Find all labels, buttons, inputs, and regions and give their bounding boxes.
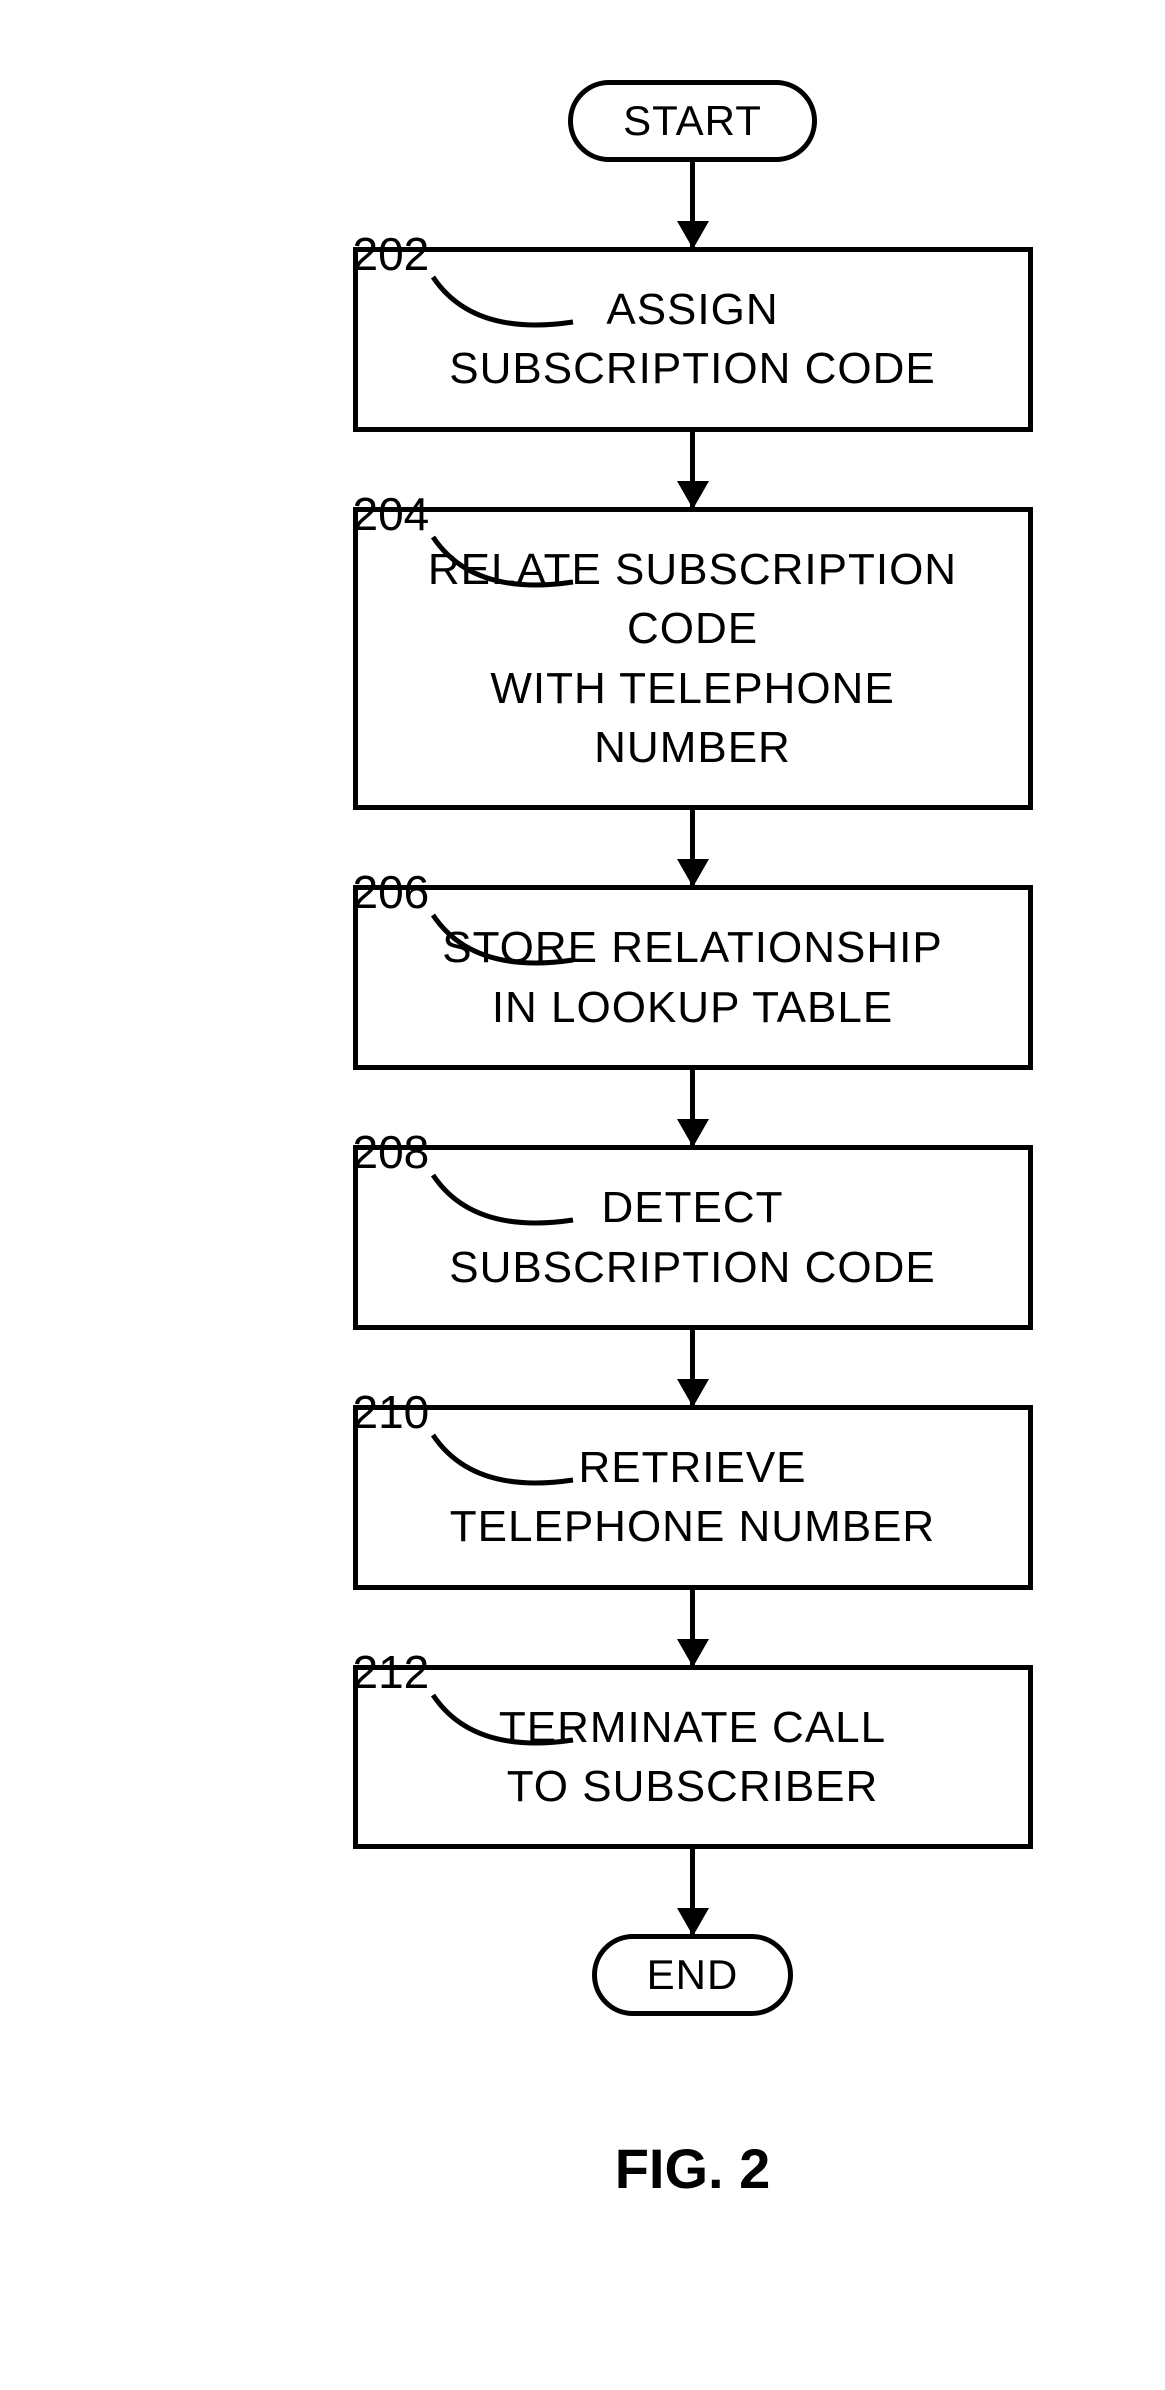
process-text-line1: RETRIEVE: [578, 1443, 806, 1492]
process-text-line1: ASSIGN: [606, 285, 778, 334]
reference-curve-icon: [423, 267, 583, 357]
arrow-head-icon: [677, 1379, 709, 1407]
reference-number: 212: [353, 1645, 430, 1699]
reference-curve-icon: [423, 527, 583, 617]
reference-curve-icon: [423, 1685, 583, 1775]
process-text-line2: WITH TELEPHONE NUMBER: [490, 664, 894, 772]
arrow-connector: [690, 1590, 695, 1665]
arrow-head-icon: [677, 1639, 709, 1667]
end-terminal-wrapper: END: [592, 1934, 794, 2016]
reference-number: 202: [353, 227, 430, 281]
arrow-connector: [690, 810, 695, 885]
reference-number: 208: [353, 1125, 430, 1179]
process-text-line1: DETECT: [602, 1183, 784, 1232]
arrow-head-icon: [677, 1908, 709, 1936]
flowchart-column: START 202 ASSIGN SUBSCRIPTION CODE 204: [353, 80, 1033, 2016]
flowchart-node-row: 208 DETECT SUBSCRIPTION CODE: [353, 1145, 1033, 1330]
flowchart-node-row: 204 RELATE SUBSCRIPTION CODE WITH TELEPH…: [353, 507, 1033, 811]
flowchart-node-row: 210 RETRIEVE TELEPHONE NUMBER: [353, 1405, 1033, 1590]
arrow-head-icon: [677, 859, 709, 887]
reference-curve-icon: [423, 1165, 583, 1255]
end-terminal: END: [592, 1934, 794, 2016]
reference-number: 206: [353, 865, 430, 919]
arrow-head-icon: [677, 1119, 709, 1147]
arrow-connector: [690, 1330, 695, 1405]
flowchart-node-row: 202 ASSIGN SUBSCRIPTION CODE: [353, 247, 1033, 432]
flowchart-node-row: 212 TERMINATE CALL TO SUBSCRIBER: [353, 1665, 1033, 1850]
reference-number: 204: [353, 487, 430, 541]
arrow-head-icon: [677, 481, 709, 509]
start-terminal-wrapper: START: [568, 80, 817, 162]
reference-curve-icon: [423, 1425, 583, 1515]
figure-label: FIG. 2: [353, 2136, 1033, 2201]
arrow-head-icon: [677, 221, 709, 249]
arrow-connector: [690, 162, 695, 247]
flowchart-container: START 202 ASSIGN SUBSCRIPTION CODE 204: [133, 80, 1033, 2201]
flowchart-node-row: 206 STORE RELATIONSHIP IN LOOKUP TABLE: [353, 885, 1033, 1070]
start-terminal: START: [568, 80, 817, 162]
reference-number: 210: [353, 1385, 430, 1439]
arrow-connector: [690, 1849, 695, 1934]
arrow-connector: [690, 1070, 695, 1145]
reference-curve-icon: [423, 905, 583, 995]
arrow-connector: [690, 432, 695, 507]
